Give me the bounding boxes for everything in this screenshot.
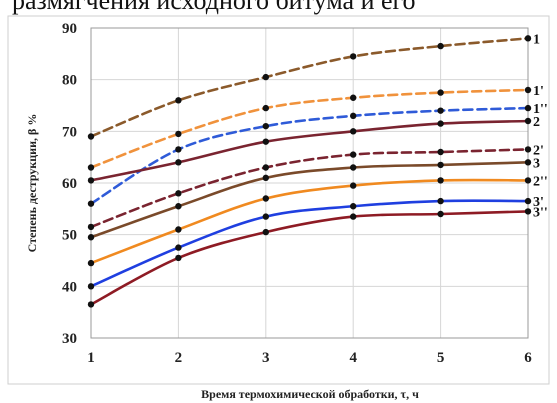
- series-line: [89, 119, 530, 182]
- series-line: [89, 88, 530, 169]
- data-point: [175, 146, 182, 153]
- data-point: [262, 164, 269, 171]
- data-point: [350, 53, 357, 60]
- y-tick-label: 40: [62, 279, 77, 295]
- series-line: [89, 210, 530, 306]
- data-point: [524, 117, 532, 125]
- data-point: [350, 164, 357, 171]
- series-label: 2: [533, 115, 540, 130]
- data-point: [175, 190, 182, 197]
- gridlines: [90, 27, 529, 339]
- data-point: [87, 234, 95, 241]
- data-point: [175, 159, 182, 166]
- data-point: [175, 244, 182, 251]
- x-tick-label: 5: [437, 350, 445, 366]
- data-point: [175, 203, 182, 210]
- data-point: [437, 107, 444, 114]
- data-point: [350, 112, 357, 120]
- series-labels: 1 1' 1''2 2'3 2'' 3'3'': [533, 32, 548, 220]
- data-point: [87, 223, 95, 231]
- series-label: 3'': [533, 205, 548, 220]
- data-point: [87, 200, 95, 207]
- series-lines: [89, 37, 530, 306]
- series-line: [89, 106, 530, 205]
- data-point: [437, 89, 444, 96]
- series-label: 2'': [533, 174, 548, 189]
- y-tick-label: 80: [62, 73, 77, 89]
- y-tick-label: 60: [62, 176, 77, 192]
- data-point: [262, 138, 269, 145]
- data-point: [175, 130, 182, 138]
- y-tick-label: 70: [62, 124, 77, 140]
- data-point: [350, 151, 357, 158]
- y-tick-labels: 30 40 50 60 70 80 90: [62, 21, 77, 347]
- y-tick-label: 30: [62, 331, 77, 347]
- series-label: 3: [533, 156, 540, 171]
- data-point: [262, 195, 269, 202]
- data-points: [87, 35, 532, 308]
- y-axis-title: Степень деструкции, β %: [25, 114, 39, 253]
- data-point: [87, 259, 95, 267]
- data-point: [437, 42, 444, 50]
- data-point: [350, 128, 357, 135]
- x-tick-label: 1: [87, 350, 95, 366]
- data-point: [437, 120, 444, 127]
- data-point: [87, 301, 95, 308]
- series-label: 3': [533, 195, 544, 210]
- data-point: [350, 213, 357, 220]
- data-point: [524, 146, 532, 153]
- data-point: [524, 104, 532, 112]
- series-label: 1'': [533, 102, 548, 117]
- y-tick-label: 50: [62, 228, 77, 244]
- series-line: [89, 37, 530, 138]
- data-point: [262, 104, 269, 112]
- data-point: [350, 94, 357, 101]
- data-point: [87, 177, 95, 184]
- data-point: [350, 203, 357, 210]
- x-tick-label: 2: [175, 350, 183, 366]
- chart-frame: [7, 15, 550, 385]
- data-point: [524, 159, 532, 166]
- data-point: [524, 35, 532, 42]
- x-tick-label: 6: [524, 350, 532, 366]
- data-point: [262, 228, 269, 236]
- x-axis-title: Время термохимической обработки, τ, ч: [201, 387, 419, 401]
- data-point: [437, 210, 444, 218]
- series-line: [89, 148, 530, 229]
- data-point: [262, 213, 269, 220]
- series-label: 1': [533, 84, 544, 99]
- series-line: [89, 199, 530, 288]
- data-point: [437, 148, 444, 156]
- data-point: [87, 133, 95, 140]
- data-point: [524, 197, 532, 205]
- data-point: [87, 164, 95, 171]
- data-point: [524, 177, 532, 184]
- series-line: [89, 161, 530, 239]
- data-point: [87, 283, 95, 290]
- x-tick-labels: 1 2 3 4 5 6: [87, 350, 532, 366]
- data-point: [524, 208, 532, 215]
- data-point: [350, 182, 357, 189]
- data-point: [524, 86, 532, 94]
- series-label: 2': [533, 143, 544, 158]
- data-point: [437, 197, 444, 205]
- data-point: [262, 122, 269, 130]
- x-tick-label: 4: [349, 350, 357, 366]
- data-point: [437, 161, 444, 169]
- series-line: [89, 178, 530, 265]
- data-point: [175, 254, 182, 262]
- data-point: [175, 97, 182, 104]
- y-tick-label: 90: [62, 21, 77, 37]
- data-point: [437, 177, 444, 184]
- data-point: [262, 174, 269, 182]
- series-label: 1: [533, 32, 540, 47]
- data-point: [175, 226, 182, 233]
- data-point: [262, 73, 269, 81]
- x-tick-label: 3: [262, 350, 270, 366]
- caption-fragment: размягчения исходного битума и его: [12, 0, 416, 15]
